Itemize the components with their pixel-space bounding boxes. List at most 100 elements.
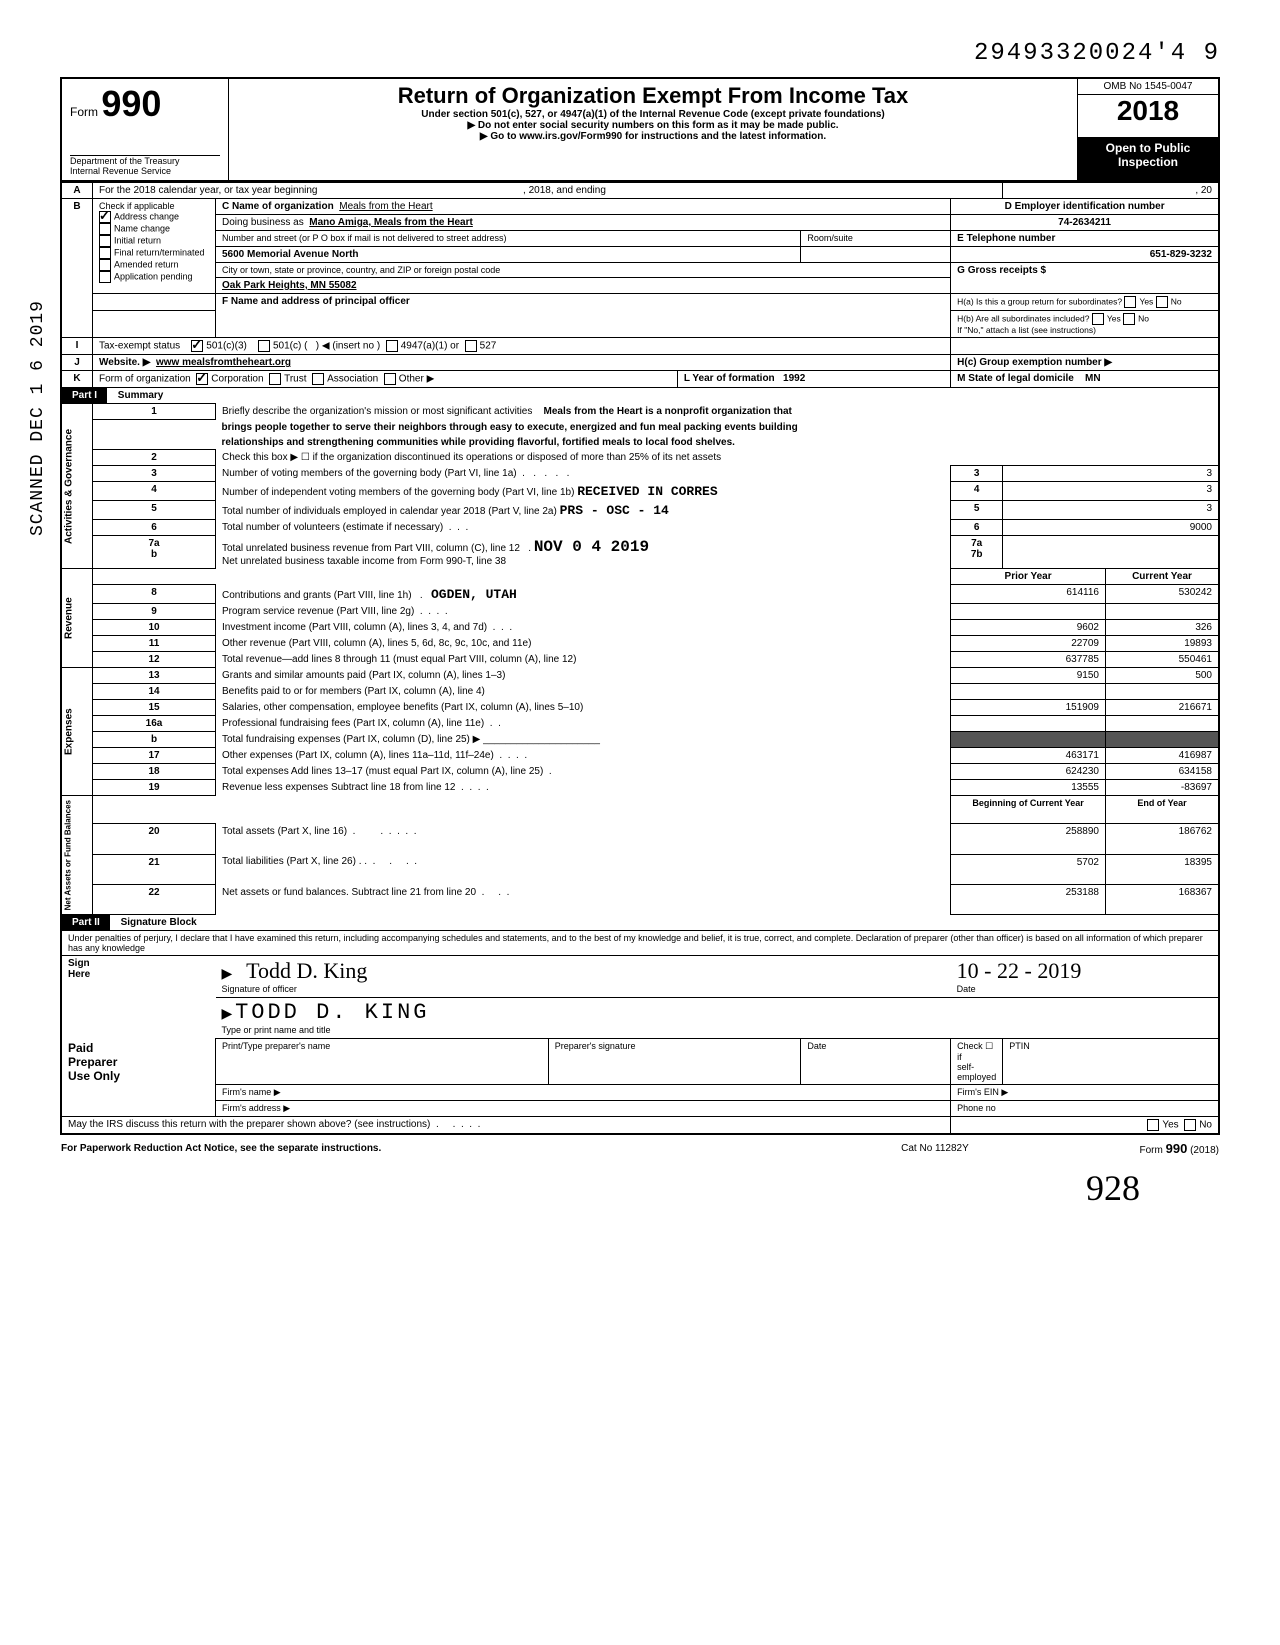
arrow-icon-2: ▶: [222, 1005, 233, 1021]
form-subtitle3: ▶ Go to www.irs.gov/Form990 for instruct…: [237, 131, 1069, 142]
row-i-label: I: [61, 338, 93, 355]
h-b-note: If "No," attach a list (see instructions…: [957, 325, 1096, 335]
checkbox-501c[interactable]: [258, 340, 270, 352]
line7a: Total unrelated business revenue from Pa…: [222, 543, 520, 554]
l21-c: 18395: [1106, 854, 1220, 884]
line4: Number of independent voting members of …: [222, 487, 574, 498]
l10-c: 326: [1106, 620, 1220, 636]
paid-prep-label: Paid Preparer Use Only: [61, 1039, 216, 1117]
checkbox-discuss-yes[interactable]: [1147, 1119, 1159, 1131]
checkbox-app-pending[interactable]: [99, 271, 111, 283]
line17: Other expenses (Part IX, column (A), lin…: [222, 750, 494, 761]
checkbox-4947[interactable]: [386, 340, 398, 352]
org-name: Meals from the Heart: [339, 201, 432, 212]
checkbox-amended[interactable]: [99, 259, 111, 271]
line6: Total number of volunteers (estimate if …: [222, 522, 443, 533]
checkbox-527[interactable]: [465, 340, 477, 352]
form-subtitle2: ▶ Do not enter social security numbers o…: [237, 120, 1069, 131]
line12: Total revenue—add lines 8 through 11 (mu…: [216, 652, 951, 668]
line1-value: Meals from the Heart is a nonprofit orga…: [544, 406, 792, 417]
l12-p: 637785: [951, 652, 1106, 668]
checkbox-ha-yes[interactable]: [1124, 296, 1136, 308]
checkbox-final-return[interactable]: [99, 247, 111, 259]
top-id-number: 29493320024'4 9: [60, 40, 1220, 67]
stamp-osc: PRS - OSC - 14: [560, 503, 669, 518]
checkbox-hb-no[interactable]: [1123, 313, 1135, 325]
checkbox-assoc[interactable]: [312, 373, 324, 385]
l6-n: 6: [951, 520, 1003, 536]
discuss-yes: Yes: [1162, 1120, 1178, 1131]
line1-label: Briefly describe the organization's miss…: [222, 406, 532, 417]
l18-p: 624230: [951, 764, 1106, 780]
discuss-label: May the IRS discuss this return with the…: [68, 1119, 430, 1130]
part2-label: Part II: [62, 915, 110, 930]
netassets-label: Net Assets or Fund Balances: [61, 796, 93, 915]
g-gross-label: G Gross receipts $: [957, 265, 1046, 276]
checkbox-name-change[interactable]: [99, 223, 111, 235]
f-officer-label: F Name and address of principal officer: [222, 296, 410, 307]
firm-addr-label: Firm's address ▶: [216, 1101, 951, 1117]
opt-527: 527: [480, 341, 497, 352]
line13: Grants and similar amounts paid (Part IX…: [216, 668, 951, 684]
l11-p: 22709: [951, 636, 1106, 652]
checkbox-address-change[interactable]: [99, 211, 111, 223]
line7b: Net unrelated business taxable income fr…: [222, 556, 506, 567]
hb-no: No: [1138, 313, 1149, 323]
l17-p: 463171: [951, 748, 1106, 764]
expenses-label: Expenses: [61, 668, 93, 796]
l4-n: 4: [951, 482, 1003, 501]
type-name-label: Type or print name and title: [222, 1025, 331, 1035]
penalty-text: Under penalties of perjury, I declare th…: [61, 931, 1219, 956]
e-phone-label: E Telephone number: [957, 233, 1055, 244]
website-label: Website. ▶: [99, 357, 150, 368]
l13-p: 9150: [951, 668, 1106, 684]
city-label: City or town, state or province, country…: [216, 263, 951, 278]
checkbox-corp[interactable]: [196, 373, 208, 385]
l4-v: 3: [1003, 482, 1219, 501]
line1-cont1: brings people together to serve their ne…: [222, 422, 798, 433]
l19-p: 13555: [951, 780, 1106, 796]
sign-here-label: Sign Here: [61, 956, 216, 1039]
l22-c: 168367: [1106, 885, 1220, 915]
checkbox-discuss-no[interactable]: [1184, 1119, 1196, 1131]
row-b-label: B: [61, 199, 93, 215]
street-address: 5600 Memorial Avenue North: [222, 249, 359, 260]
l19-c: -83697: [1106, 780, 1220, 796]
opt-name-change: Name change: [114, 223, 170, 233]
checkbox-initial-return[interactable]: [99, 235, 111, 247]
h-b-label: H(b) Are all subordinates included?: [957, 313, 1089, 323]
ptin-label: PTIN: [1003, 1039, 1219, 1085]
prior-year-header: Prior Year: [951, 569, 1106, 585]
checkbox-ha-no[interactable]: [1156, 296, 1168, 308]
l-year-label: L Year of formation: [684, 373, 775, 384]
d-ein-label: D Employer identification number: [1005, 201, 1165, 212]
line16b: Total fundraising expenses (Part IX, col…: [222, 734, 480, 745]
part2-title: Signature Block: [113, 917, 197, 928]
row-a-text1: For the 2018 calendar year, or tax year …: [99, 185, 317, 196]
opt-amended: Amended return: [114, 259, 179, 269]
omb-number: OMB No 1545-0047: [1078, 79, 1218, 95]
l7b-n: 7b: [971, 549, 983, 560]
l5-n: 5: [951, 501, 1003, 520]
tax-year: 2018: [1117, 95, 1179, 126]
checkbox-other[interactable]: [384, 373, 396, 385]
l-year-value: 1992: [783, 373, 805, 384]
l11-c: 19893: [1106, 636, 1220, 652]
sig-date: 10 - 22 - 2019: [957, 958, 1082, 983]
l10-p: 9602: [951, 620, 1106, 636]
signature: Todd D. King: [235, 958, 367, 983]
opt-other: Other ▶: [399, 374, 434, 385]
checkbox-trust[interactable]: [269, 373, 281, 385]
m-state-value: MN: [1085, 373, 1101, 384]
check-self-label: Check ☐ if self-employed: [951, 1039, 1003, 1085]
prep-date-label: Date: [801, 1039, 951, 1085]
end-year-header: End of Year: [1106, 796, 1220, 824]
revenue-label: Revenue: [61, 569, 93, 668]
line16a: Professional fundraising fees (Part IX, …: [222, 718, 484, 729]
opt-corp: Corporation: [211, 374, 263, 385]
opt-501c3: 501(c)(3): [206, 341, 247, 352]
checkbox-hb-yes[interactable]: [1092, 313, 1104, 325]
l20-c: 186762: [1106, 824, 1220, 854]
line22: Net assets or fund balances. Subtract li…: [222, 887, 476, 898]
checkbox-501c3[interactable]: [191, 340, 203, 352]
